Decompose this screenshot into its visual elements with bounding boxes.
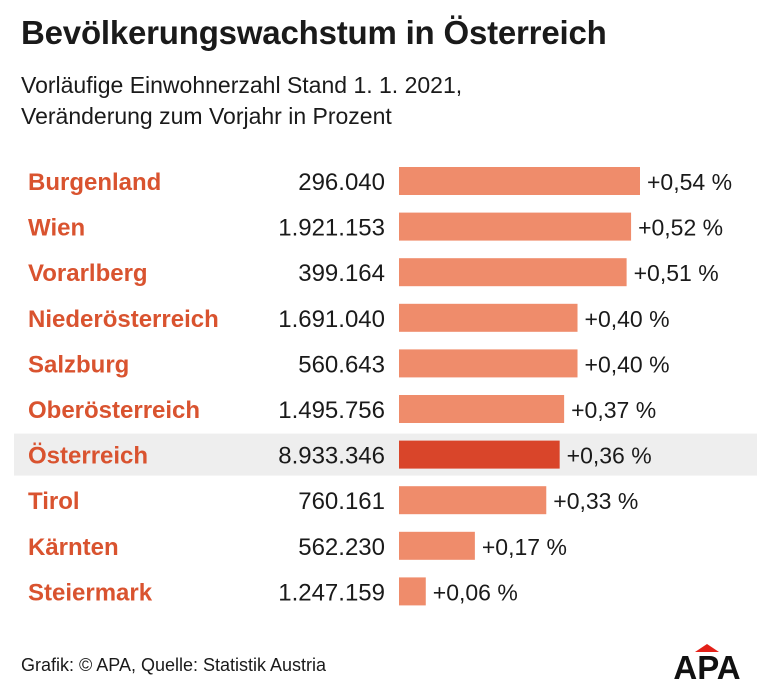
bar-chart: Burgenland 296.040 +0,54 % Wien 1.921.153 +0,… xyxy=(14,167,757,606)
subtitle-line-2: Veränderung zum Vorjahr in Prozent xyxy=(21,103,392,129)
subtitle-line-1: Vorläufige Einwohnerzahl Stand 1. 1. 202… xyxy=(21,72,463,98)
percent-label-salzburg: +0,40 % xyxy=(585,351,670,377)
bar-niederoesterreich xyxy=(399,303,578,332)
category-label-niederoesterreich: Niederösterreich xyxy=(28,306,219,333)
percent-label-wien: +0,52 % xyxy=(638,215,723,241)
category-label-tirol: Tirol xyxy=(28,488,80,515)
percent-label-niederoesterreich: +0,40 % xyxy=(585,306,670,332)
category-label-oesterreich: Österreich xyxy=(28,443,148,470)
population-value-vorarlberg: 399.164 xyxy=(298,260,385,287)
population-value-steiermark: 1.247.159 xyxy=(278,579,385,606)
percent-label-vorarlberg: +0,51 % xyxy=(634,260,719,286)
bar-wien xyxy=(399,212,632,241)
percent-label-burgenland: +0,54 % xyxy=(647,169,732,195)
percent-label-tirol: +0,33 % xyxy=(553,488,638,514)
population-value-niederoesterreich: 1.691.040 xyxy=(278,306,385,333)
population-value-kaernten: 562.230 xyxy=(298,534,385,561)
apa-logo: APA xyxy=(673,644,741,682)
percent-label-steiermark: +0,06 % xyxy=(433,579,518,605)
highlight-row-background xyxy=(14,433,757,476)
bar-salzburg xyxy=(399,349,578,378)
category-label-oberoesterreich: Oberösterreich xyxy=(28,397,200,424)
population-value-oesterreich: 8.933.346 xyxy=(278,443,385,470)
category-label-kaernten: Kärnten xyxy=(28,534,119,561)
bar-tirol xyxy=(399,486,547,515)
category-label-vorarlberg: Vorarlberg xyxy=(28,260,148,287)
bar-steiermark xyxy=(399,577,426,606)
category-label-burgenland: Burgenland xyxy=(28,169,161,196)
population-value-tirol: 760.161 xyxy=(298,488,385,515)
category-label-salzburg: Salzburg xyxy=(28,351,129,378)
population-value-oberoesterreich: 1.495.756 xyxy=(278,397,385,424)
population-value-burgenland: 296.040 xyxy=(298,169,385,196)
percent-label-oberoesterreich: +0,37 % xyxy=(571,397,656,423)
bar-kaernten xyxy=(399,531,475,560)
chart-title: Bevölkerungswachstum in Österreich xyxy=(21,14,607,51)
bar-vorarlberg xyxy=(399,258,627,287)
source-note: Grafik: © APA, Quelle: Statistik Austria xyxy=(21,655,327,675)
category-label-wien: Wien xyxy=(28,215,85,242)
population-value-salzburg: 560.643 xyxy=(298,351,385,378)
bar-oesterreich xyxy=(399,440,560,469)
bar-burgenland xyxy=(399,167,640,195)
population-value-wien: 1.921.153 xyxy=(278,215,385,242)
chart-subtitle: Vorläufige Einwohnerzahl Stand 1. 1. 202… xyxy=(21,70,462,132)
apa-logo-roof-icon xyxy=(695,644,719,652)
percent-label-oesterreich: +0,36 % xyxy=(567,443,652,469)
apa-logo-text: APA xyxy=(673,649,740,682)
percent-label-kaernten: +0,17 % xyxy=(482,534,567,560)
bar-oberoesterreich xyxy=(399,395,565,423)
category-label-steiermark: Steiermark xyxy=(28,579,153,606)
